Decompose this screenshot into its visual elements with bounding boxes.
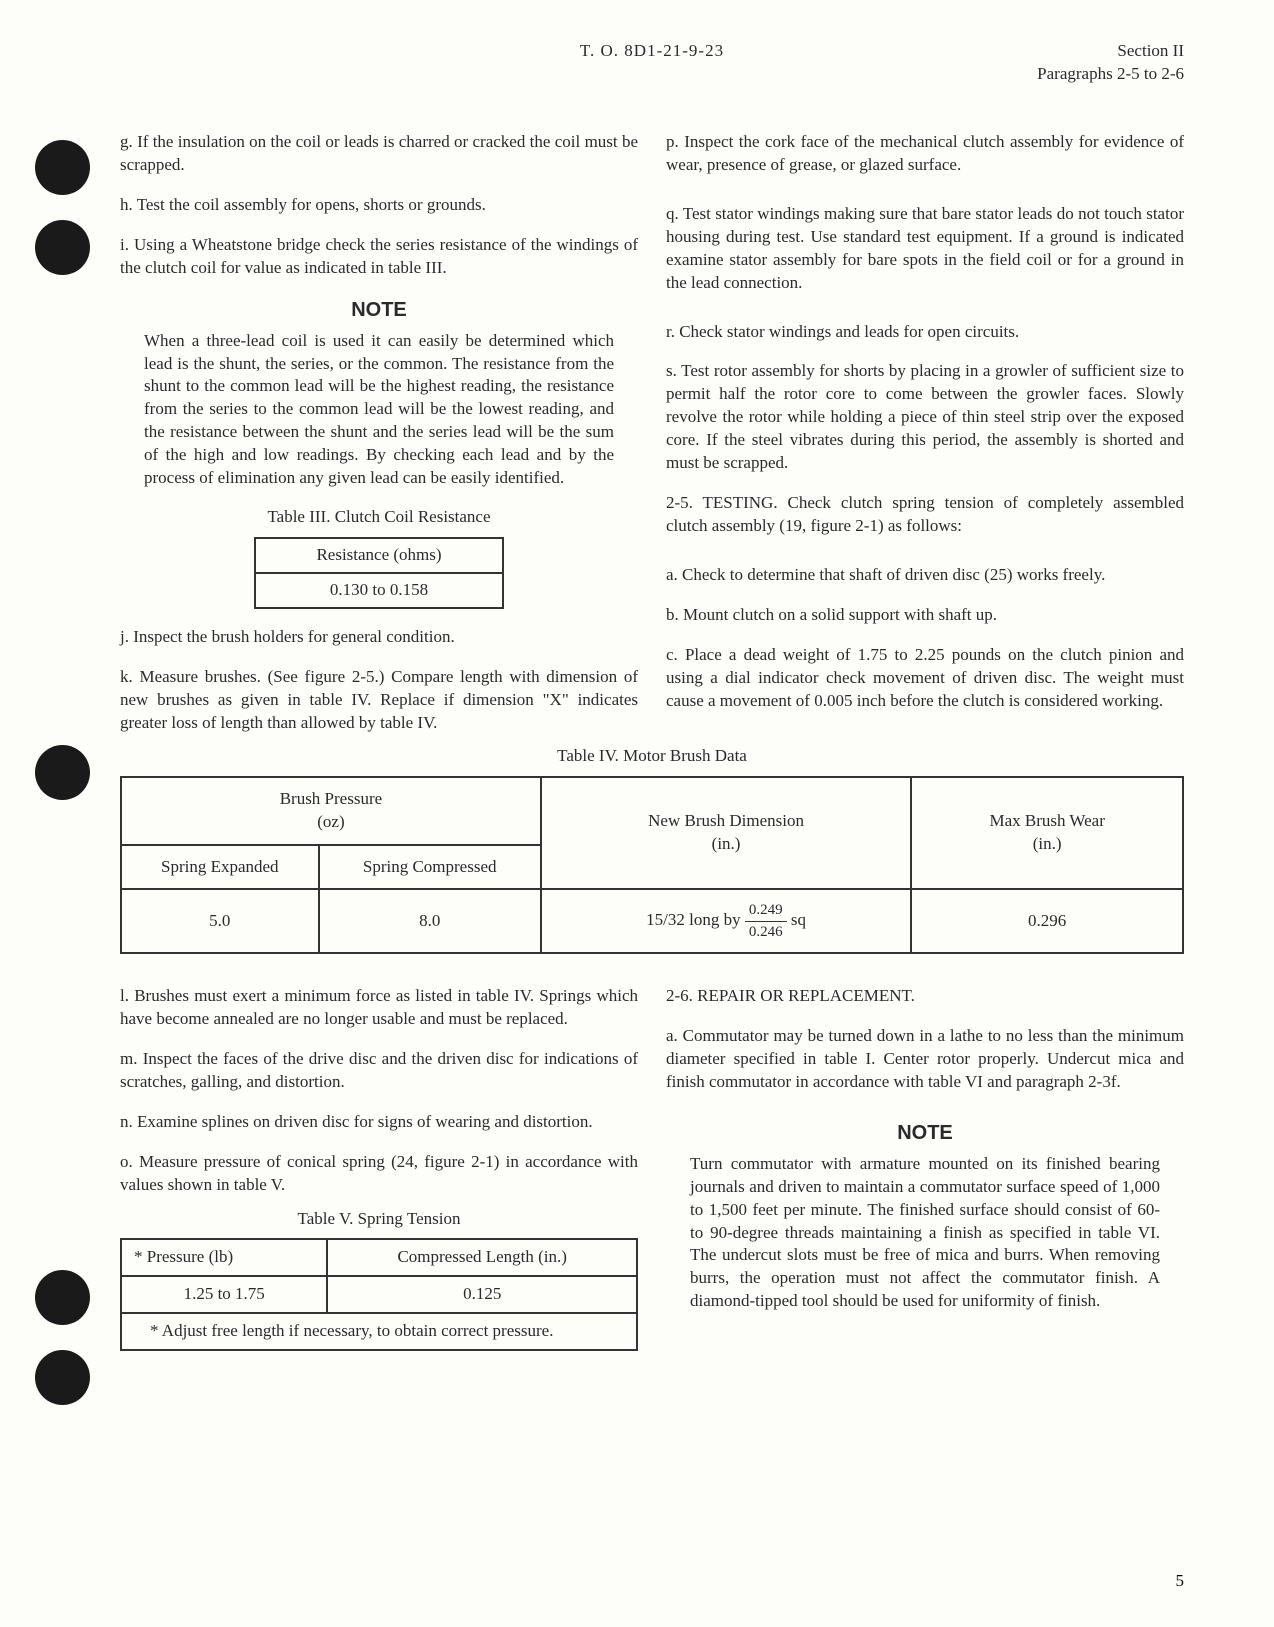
note-heading: NOTE — [120, 297, 638, 324]
doc-number: T. O. 8D1-21-9-23 — [120, 40, 1184, 63]
table3-value: 0.130 to 0.158 — [255, 573, 503, 608]
table5-h1: * Pressure (lb) — [121, 1239, 327, 1276]
table3-header: Resistance (ohms) — [255, 538, 503, 573]
para-m: m. Inspect the faces of the drive disc a… — [120, 1048, 638, 1094]
punch-hole — [35, 1350, 90, 1405]
table4-v-expanded: 5.0 — [121, 889, 319, 953]
table4-h-pressure: Brush Pressure (oz) — [121, 777, 541, 845]
table4-v-new-suffix: sq — [787, 910, 806, 929]
lower-columns: l. Brushes must exert a minimum force as… — [120, 968, 1184, 1365]
table5-h2: Compressed Length (in.) — [327, 1239, 637, 1276]
table4-v-wear: 0.296 — [911, 889, 1183, 953]
para-h: h. Test the coil assembly for opens, sho… — [120, 194, 638, 217]
note-heading-2: NOTE — [666, 1120, 1184, 1147]
table4-v-new-prefix: 15/32 long by — [646, 910, 745, 929]
page-number: 5 — [1176, 1571, 1185, 1591]
table4-caption: Table IV. Motor Brush Data — [120, 745, 1184, 768]
para-l: l. Brushes must exert a minimum force as… — [120, 985, 638, 1031]
column-left: g. If the insulation on the coil or lead… — [120, 114, 638, 735]
table4-v-new: 15/32 long by 0.2490.246 sq — [541, 889, 911, 953]
punch-hole — [35, 745, 90, 800]
frac-den: 0.246 — [745, 922, 787, 942]
para-a: a. Check to determine that shaft of driv… — [666, 564, 1184, 587]
para-r: r. Check stator windings and leads for o… — [666, 321, 1184, 344]
table5: * Pressure (lb) Compressed Length (in.) … — [120, 1238, 638, 1351]
table4-section: Table IV. Motor Brush Data Brush Pressur… — [120, 745, 1184, 954]
para-q: q. Test stator windings making sure that… — [666, 203, 1184, 295]
para-s: s. Test rotor assembly for shorts by pla… — [666, 360, 1184, 475]
punch-hole — [35, 1270, 90, 1325]
punch-hole — [35, 140, 90, 195]
para-2-5: 2-5. TESTING. Check clutch spring tensio… — [666, 492, 1184, 538]
table4-h-pressure-unit: (oz) — [317, 812, 344, 831]
table4-h-expanded: Spring Expanded — [121, 845, 319, 890]
table3-caption: Table III. Clutch Coil Resistance — [120, 506, 638, 529]
para-i: i. Using a Wheatstone bridge check the s… — [120, 234, 638, 280]
fraction: 0.2490.246 — [745, 900, 787, 942]
table5-caption: Table V. Spring Tension — [120, 1208, 638, 1231]
table4-h-compressed: Spring Compressed — [319, 845, 541, 890]
header-right: Section II Paragraphs 2-5 to 2-6 — [1037, 40, 1184, 86]
para-g: g. If the insulation on the coil or lead… — [120, 131, 638, 177]
table4-h-wear: Max Brush Wear (in.) — [911, 777, 1183, 890]
para-c: c. Place a dead weight of 1.75 to 2.25 p… — [666, 644, 1184, 713]
punch-hole — [35, 220, 90, 275]
table4-h-wear-unit: (in.) — [1033, 834, 1062, 853]
table5-v1: 1.25 to 1.75 — [121, 1276, 327, 1313]
para-2-6: 2-6. REPAIR OR REPLACEMENT. — [666, 985, 1184, 1008]
section-label: Section II — [1037, 40, 1184, 63]
para-k: k. Measure brushes. (See figure 2-5.) Co… — [120, 666, 638, 735]
table4-h-pressure-text: Brush Pressure — [280, 789, 382, 808]
para-o: o. Measure pressure of conical spring (2… — [120, 1151, 638, 1197]
para-p: p. Inspect the cork face of the mechanic… — [666, 131, 1184, 177]
page: T. O. 8D1-21-9-23 Section II Paragraphs … — [0, 0, 1274, 1627]
note-body-2: Turn commutator with armature mounted on… — [690, 1153, 1160, 1314]
para-a2: a. Commutator may be turned down in a la… — [666, 1025, 1184, 1094]
column-right: p. Inspect the cork face of the mechanic… — [666, 114, 1184, 735]
note-body: When a three-lead coil is used it can ea… — [144, 330, 614, 491]
frac-num: 0.249 — [745, 900, 787, 921]
para-b: b. Mount clutch on a solid support with … — [666, 604, 1184, 627]
table4-v-compressed: 8.0 — [319, 889, 541, 953]
table3: Resistance (ohms) 0.130 to 0.158 — [254, 537, 504, 609]
paragraphs-label: Paragraphs 2-5 to 2-6 — [1037, 63, 1184, 86]
table5-foot: * Adjust free length if necessary, to ob… — [121, 1313, 637, 1350]
page-header: T. O. 8D1-21-9-23 Section II Paragraphs … — [120, 40, 1184, 86]
table5-v2: 0.125 — [327, 1276, 637, 1313]
para-j: j. Inspect the brush holders for general… — [120, 626, 638, 649]
table4-h-new: New Brush Dimension (in.) — [541, 777, 911, 890]
table4-h-new-unit: (in.) — [712, 834, 741, 853]
content-area: T. O. 8D1-21-9-23 Section II Paragraphs … — [120, 40, 1184, 1587]
lower-left: l. Brushes must exert a minimum force as… — [120, 968, 638, 1365]
table4-h-new-text: New Brush Dimension — [648, 811, 804, 830]
table4: Brush Pressure (oz) New Brush Dimension … — [120, 776, 1184, 954]
upper-columns: g. If the insulation on the coil or lead… — [120, 114, 1184, 735]
table4-h-wear-text: Max Brush Wear — [989, 811, 1104, 830]
lower-right: 2-6. REPAIR OR REPLACEMENT. a. Commutato… — [666, 968, 1184, 1365]
para-n: n. Examine splines on driven disc for si… — [120, 1111, 638, 1134]
